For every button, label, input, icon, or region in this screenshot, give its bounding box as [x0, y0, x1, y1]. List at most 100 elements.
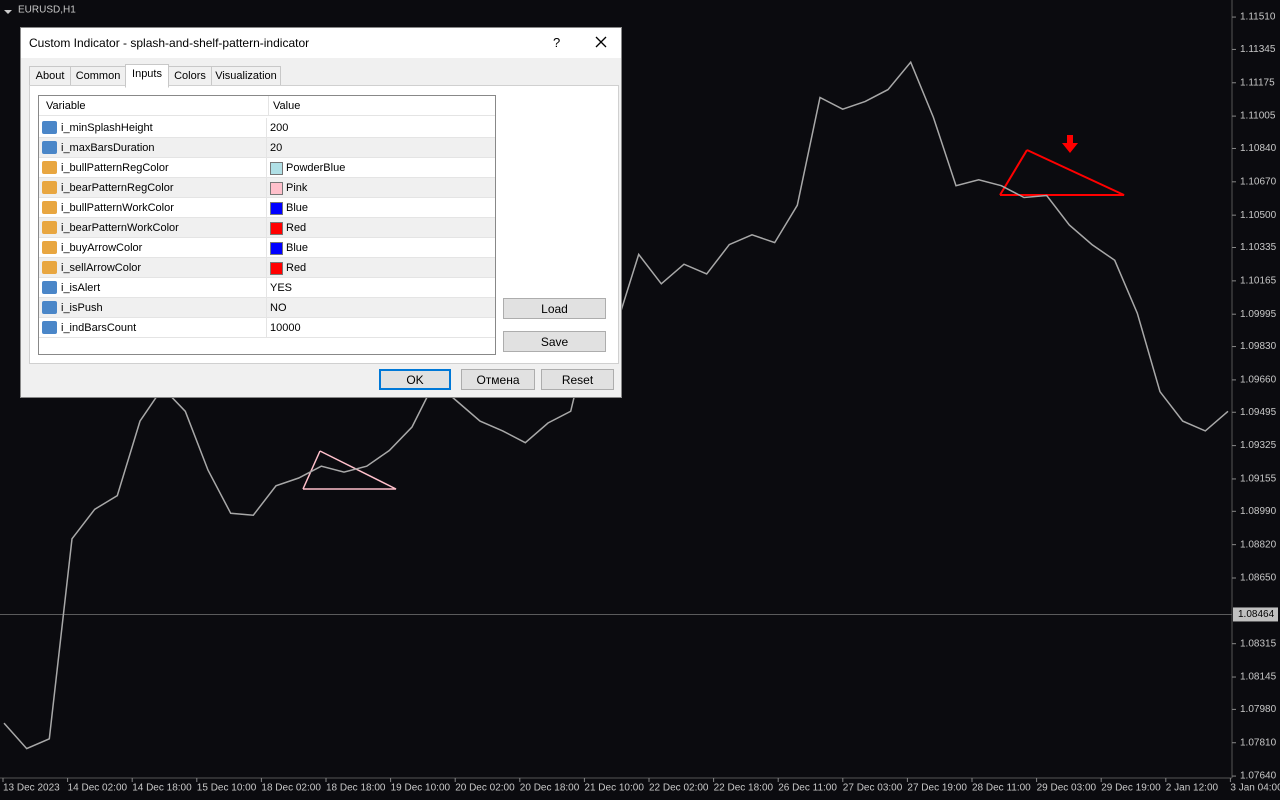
cell-divider — [266, 278, 267, 298]
help-button[interactable]: ? — [553, 35, 561, 50]
row-icon — [42, 161, 57, 174]
row-icon — [42, 221, 57, 234]
table-row[interactable]: i_sellArrowColor Red — [39, 258, 495, 278]
variable-name: i_sellArrowColor — [61, 262, 142, 274]
variable-name: i_isPush — [61, 302, 103, 314]
x-tick-label: 20 Dec 18:00 — [520, 783, 580, 794]
close-button[interactable] — [595, 36, 607, 48]
table-row[interactable]: i_bearPatternRegColor Pink — [39, 178, 495, 198]
cell-divider — [266, 198, 267, 218]
table-row[interactable]: i_indBarsCount 10000 — [39, 318, 495, 338]
tab[interactable]: Common — [70, 66, 126, 87]
y-tick-label: 1.10670 — [1240, 176, 1277, 187]
cell-divider — [266, 318, 267, 338]
variable-name: i_indBarsCount — [61, 322, 137, 334]
load-button[interactable]: Load — [503, 298, 606, 319]
inputs-table: Variable Value i_minSplashHeight 200 i_max… — [38, 95, 496, 355]
x-tick-label: 15 Dec 10:00 — [197, 783, 257, 794]
variable-name: i_bullPatternRegColor — [61, 162, 169, 174]
value: YES — [270, 282, 293, 294]
table-row[interactable]: i_maxBarsDuration 20 — [39, 138, 495, 158]
tab[interactable]: Colors — [168, 66, 212, 87]
color-swatch — [270, 262, 283, 275]
value: Red — [286, 222, 307, 234]
y-tick-label: 1.08990 — [1240, 506, 1277, 517]
tab[interactable]: About — [29, 66, 71, 87]
x-tick-label: 22 Dec 18:00 — [714, 783, 774, 794]
indicator-dialog: Custom Indicator - splash-and-shelf-patt… — [20, 27, 622, 398]
menu-arrow — [4, 10, 12, 14]
cell-divider — [266, 258, 267, 278]
table-row[interactable]: i_buyArrowColor Blue — [39, 238, 495, 258]
value: 200 — [270, 122, 289, 134]
x-tick-label: 20 Dec 02:00 — [455, 783, 515, 794]
cell-divider — [266, 178, 267, 198]
value: 20 — [270, 142, 283, 154]
y-tick-label: 1.08315 — [1240, 638, 1277, 649]
reset-button[interactable]: Reset — [541, 369, 614, 390]
cancel-button[interactable]: Отмена — [461, 369, 535, 390]
x-tick-label: 19 Dec 10:00 — [391, 783, 451, 794]
variable-name: i_bearPatternRegColor — [61, 182, 174, 194]
x-tick-label: 18 Dec 02:00 — [261, 783, 321, 794]
x-tick-label: 29 Dec 19:00 — [1101, 783, 1161, 794]
x-tick-label: 29 Dec 03:00 — [1037, 783, 1097, 794]
color-swatch — [270, 222, 283, 235]
row-icon — [42, 261, 57, 274]
y-tick-label: 1.09830 — [1240, 341, 1277, 352]
value: 10000 — [270, 322, 301, 334]
header-cell: Variable — [46, 100, 86, 112]
x-tick-label: 18 Dec 18:00 — [326, 783, 386, 794]
tab[interactable]: Inputs — [125, 64, 169, 88]
value: Red — [286, 262, 307, 274]
x-tick-label: 13 Dec 2023 — [3, 783, 60, 794]
y-tick-label: 1.09325 — [1240, 440, 1277, 451]
y-tick-label: 1.07980 — [1240, 704, 1277, 715]
y-tick-label: 1.09495 — [1240, 407, 1277, 418]
sell-arrow — [1062, 135, 1078, 153]
table-row[interactable]: i_bullPatternRegColor PowderBlue — [39, 158, 495, 178]
value: Blue — [286, 242, 309, 254]
table-row[interactable]: i_minSplashHeight 200 — [39, 118, 495, 138]
cell-divider — [266, 138, 267, 158]
row-icon — [42, 181, 57, 194]
color-swatch — [270, 242, 283, 255]
tab[interactable]: Visualization — [211, 66, 281, 87]
row-icon — [42, 201, 57, 214]
x-tick-label: 3 Jan 04:00 — [1230, 783, 1280, 794]
cell-divider — [266, 298, 267, 318]
table-row[interactable]: i_isAlert YES — [39, 278, 495, 298]
y-tick-label: 1.09660 — [1240, 375, 1277, 386]
cell-divider — [266, 238, 267, 258]
value: Blue — [286, 202, 309, 214]
y-tick-label: 1.09995 — [1240, 309, 1277, 320]
bull-pattern — [302, 450, 397, 490]
variable-name: i_bearPatternWorkColor — [61, 222, 179, 234]
value: PowderBlue — [286, 162, 346, 174]
y-tick-label: 1.11175 — [1240, 77, 1275, 88]
value: NO — [270, 302, 287, 314]
table-row[interactable]: i_bearPatternWorkColor Red — [39, 218, 495, 238]
header-cell: Value — [268, 96, 300, 116]
y-tick-label: 1.11005 — [1240, 111, 1276, 122]
y-tick-label: 1.08145 — [1240, 672, 1277, 683]
variable-name: i_isAlert — [61, 282, 101, 294]
y-tick-label: 1.07810 — [1240, 737, 1277, 748]
row-icon — [42, 321, 57, 334]
ok-button[interactable]: OK — [379, 369, 451, 390]
save-button[interactable]: Save — [503, 331, 606, 352]
variable-name: i_buyArrowColor — [61, 242, 143, 254]
y-tick-label: 1.11510 — [1240, 12, 1276, 23]
y-tick-label: 1.10165 — [1240, 275, 1277, 286]
y-tick-label: 1.09155 — [1240, 474, 1277, 485]
cell-divider — [266, 218, 267, 238]
dialog-title: Custom Indicator - splash-and-shelf-patt… — [29, 36, 310, 50]
cell-divider — [266, 118, 267, 138]
variable-name: i_bullPatternWorkColor — [61, 202, 174, 214]
table-row[interactable]: i_bullPatternWorkColor Blue — [39, 198, 495, 218]
table-row[interactable]: i_isPush NO — [39, 298, 495, 318]
current-price-box — [1233, 607, 1278, 622]
symbol-label: EURUSD,H1 — [18, 5, 76, 16]
row-icon — [42, 241, 57, 254]
x-tick-label: 27 Dec 03:00 — [843, 783, 903, 794]
